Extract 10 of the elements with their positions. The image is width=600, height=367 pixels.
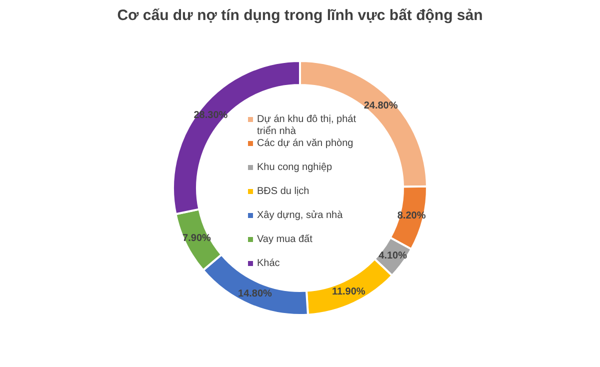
legend-label: Khác — [257, 258, 280, 269]
legend-label: Các dự án văn phòng — [257, 138, 354, 149]
legend-label: Vay mua đất — [257, 234, 313, 245]
legend-label: Xây dựng, sửa nhà — [257, 210, 344, 221]
legend-label: Khu cong nghiệp — [257, 162, 332, 173]
legend-label: Dự án khu đô thị, phát triển nhà — [257, 114, 356, 137]
data-label: 11.90% — [332, 286, 366, 298]
chart-title: Cơ cấu dư nợ tín dụng trong lĩnh vực bất động sản — [117, 7, 483, 24]
data-label: 14.80% — [238, 288, 272, 300]
legend-label: BĐS du lịch — [257, 186, 310, 197]
